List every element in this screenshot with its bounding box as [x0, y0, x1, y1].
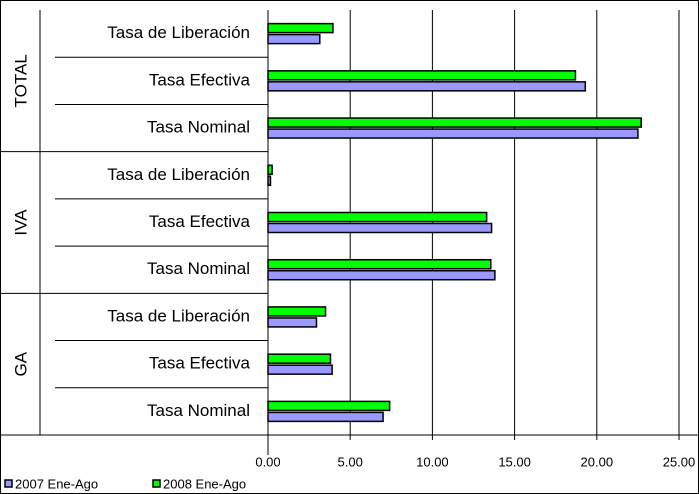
legend-swatch: [152, 479, 161, 488]
legend-label: 2008 Ene-Ago: [163, 476, 246, 491]
bar: [267, 211, 488, 223]
bar: [267, 128, 639, 139]
y-tick-label: Tasa Nominal: [147, 401, 250, 420]
y-tick-label: Tasa Efectiva: [149, 70, 251, 89]
legend-label: 2007 Ene-Ago: [15, 476, 98, 491]
bar: [267, 400, 391, 412]
y-tick-label: Tasa Nominal: [147, 118, 250, 137]
bar: [267, 175, 272, 187]
x-tick-label: 20.00: [581, 454, 614, 469]
y-tick-label: Tasa Nominal: [147, 259, 250, 278]
group-label: GA: [11, 351, 30, 376]
bar: [267, 317, 318, 328]
bar: [267, 306, 327, 317]
bar: [267, 117, 642, 128]
bar: [267, 222, 493, 234]
legend-swatch: [4, 479, 13, 488]
bar: [267, 269, 496, 281]
x-tick-label: 5.00: [338, 454, 363, 469]
x-tick-label: 25.00: [663, 454, 696, 469]
x-tick-label: 15.00: [498, 454, 531, 469]
x-tick-label: 0.00: [255, 454, 280, 469]
y-tick-label: Tasa Efectiva: [149, 212, 251, 231]
y-tick-label: Tasa de Liberación: [107, 23, 250, 42]
y-tick-label: Tasa Efectiva: [149, 354, 251, 373]
x-tick-label: 10.00: [416, 454, 449, 469]
bar: [267, 33, 321, 45]
bar: [267, 81, 587, 92]
y-tick-label: Tasa de Liberación: [107, 165, 250, 184]
bar: [267, 164, 273, 176]
bar: [267, 353, 332, 364]
group-label: TOTAL: [11, 54, 30, 107]
bar: [267, 258, 492, 270]
group-label: IVA: [11, 209, 30, 236]
bar: [267, 411, 384, 423]
bar: [267, 70, 577, 81]
bar: [267, 364, 333, 375]
y-tick-label: Tasa de Liberación: [107, 306, 250, 325]
bar: [267, 22, 334, 34]
